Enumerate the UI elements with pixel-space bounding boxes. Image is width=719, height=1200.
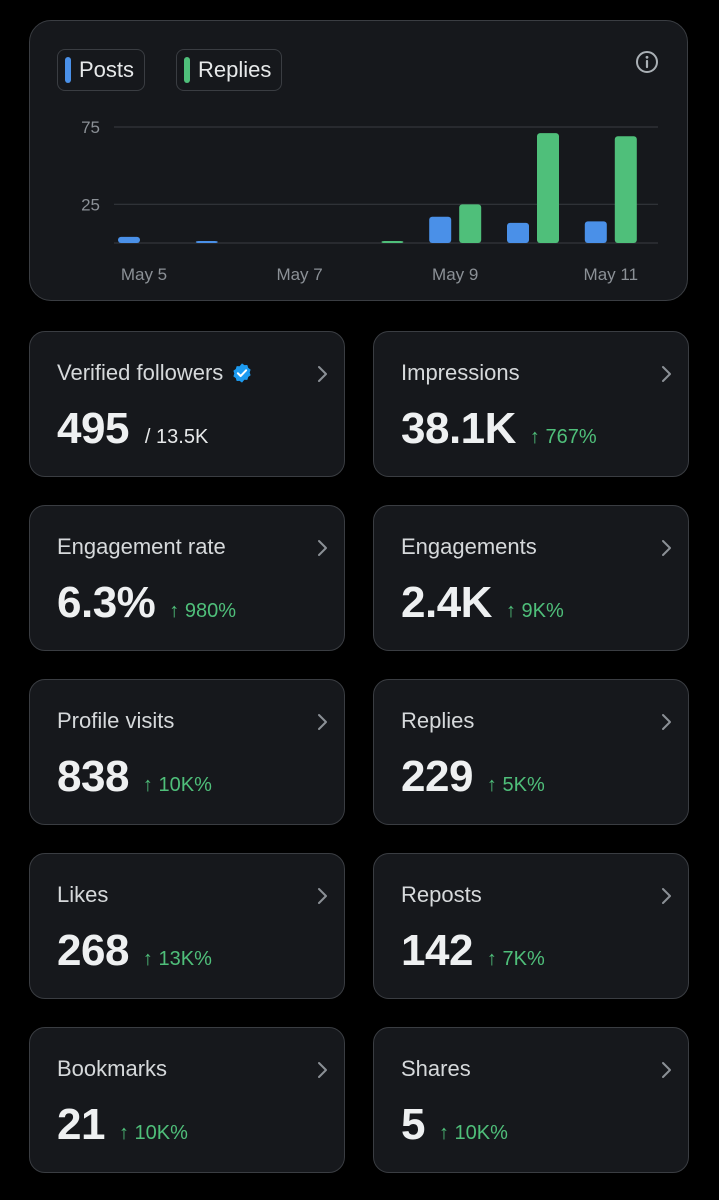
chevron-right-icon (318, 888, 327, 904)
metric-label-text: Profile visits (57, 708, 175, 733)
metric-value: 2.4K (401, 578, 492, 627)
metric-value: 5 (401, 1100, 425, 1149)
metric-label: Likes (57, 882, 108, 908)
legend-posts[interactable]: Posts (57, 49, 146, 91)
legend-replies-label: Replies (198, 57, 272, 82)
metric-card-engagement-rate[interactable]: Engagement rate 6.3% ↑ 980% (29, 505, 345, 651)
metric-value: 142 (401, 926, 473, 975)
metric-card-replies[interactable]: Replies 229 ↑ 5K% (373, 679, 689, 825)
metric-change: ↑ 10K% (142, 774, 212, 796)
metric-value-row: 6.3% ↑ 980% (57, 578, 236, 628)
metric-change: ↑ 13K% (142, 948, 212, 970)
metric-value: 21 (57, 1100, 105, 1149)
bar-posts-may-6 (195, 241, 218, 243)
y-tick-label: 75 (81, 118, 100, 137)
metric-label-text: Verified followers (57, 360, 224, 385)
bar-posts-may-10 (507, 222, 529, 243)
legend-posts-label: Posts (79, 57, 135, 82)
metric-label-text: Replies (401, 708, 475, 733)
metric-total: / 13.5K (144, 426, 209, 448)
chevron-right-icon (318, 714, 327, 730)
metric-label-text: Impressions (401, 360, 520, 385)
info-icon[interactable] (635, 50, 659, 74)
metric-label: Profile visits (57, 708, 174, 734)
metric-card-reposts[interactable]: Reposts 142 ↑ 7K% (373, 853, 689, 999)
chevron-right-icon (662, 540, 671, 556)
metric-value-row: 229 ↑ 5K% (401, 752, 545, 802)
metric-label: Shares (401, 1056, 471, 1082)
metric-card-impressions[interactable]: Impressions 38.1K ↑ 767% (373, 331, 689, 477)
metric-change: ↑ 10K% (118, 1122, 188, 1144)
bar-replies-may-8 (381, 241, 404, 243)
metric-value: 268 (57, 926, 129, 975)
metric-label: Engagements (401, 534, 537, 560)
metric-value-row: 268 ↑ 13K% (57, 926, 212, 976)
chevron-right-icon (662, 888, 671, 904)
verified-badge-icon (233, 363, 251, 383)
metric-change: ↑ 9K% (505, 600, 564, 622)
metric-card-profile-visits[interactable]: Profile visits 838 ↑ 10K% (29, 679, 345, 825)
metric-label: Reposts (401, 882, 482, 908)
bar-chart: 75 25 May 5 May 7 May 9 May 11 (81, 118, 658, 284)
metric-card-bookmarks[interactable]: Bookmarks 21 ↑ 10K% (29, 1027, 345, 1173)
metric-label: Engagement rate (57, 534, 226, 560)
metric-value-row: 21 ↑ 10K% (57, 1100, 188, 1150)
bar-replies-may-9 (459, 204, 482, 243)
metric-label: Verified followers (57, 360, 253, 386)
bar-posts-may-5 (118, 236, 140, 243)
bar-replies-may-10 (537, 133, 559, 243)
x-tick-label: May 5 (121, 265, 167, 284)
metric-label: Impressions (401, 360, 520, 386)
metric-value-row: 495 / 13.5K (57, 404, 208, 454)
metric-card-likes[interactable]: Likes 268 ↑ 13K% (29, 853, 345, 999)
metric-change: ↑ 767% (529, 426, 597, 448)
y-tick-label: 25 (81, 195, 100, 214)
metric-card-verified-followers[interactable]: Verified followers 495 / 13.5K (29, 331, 345, 477)
legend-replies[interactable]: Replies (176, 49, 283, 91)
metric-label: Replies (401, 708, 474, 734)
metric-label: Bookmarks (57, 1056, 167, 1082)
bar-posts-may-11 (584, 221, 607, 243)
metric-value: 838 (57, 752, 129, 801)
metric-value: 229 (401, 752, 473, 801)
metric-value-row: 2.4K ↑ 9K% (401, 578, 564, 628)
x-tick-label: May 7 (276, 265, 322, 284)
metric-card-engagements[interactable]: Engagements 2.4K ↑ 9K% (373, 505, 689, 651)
metric-label-text: Engagements (401, 534, 537, 559)
metric-value-row: 5 ↑ 10K% (401, 1100, 508, 1150)
metric-change: ↑ 10K% (438, 1122, 508, 1144)
metric-value-row: 38.1K ↑ 767% (401, 404, 597, 454)
chart-card: Posts Replies 75 25 May 5 May 7 May 9 May 11 (29, 20, 688, 301)
metric-change: ↑ 980% (169, 600, 237, 622)
metric-change: ↑ 5K% (486, 774, 545, 796)
chevron-right-icon (318, 366, 327, 382)
chevron-right-icon (662, 366, 671, 382)
bar-replies-may-11 (614, 136, 637, 243)
metric-change: ↑ 7K% (486, 948, 545, 970)
posts-swatch (65, 57, 71, 83)
chevron-right-icon (662, 714, 671, 730)
chevron-right-icon (318, 540, 327, 556)
replies-swatch (184, 57, 190, 83)
x-tick-label: May 11 (584, 265, 639, 284)
metric-label-text: Likes (57, 882, 109, 907)
metric-value-row: 142 ↑ 7K% (401, 926, 545, 976)
x-tick-label: May 9 (432, 265, 478, 284)
metric-value: 6.3% (57, 578, 156, 627)
bar-posts-may-9 (429, 216, 452, 243)
metric-value-row: 838 ↑ 10K% (57, 752, 212, 802)
chevron-right-icon (662, 1062, 671, 1078)
metric-label-text: Bookmarks (57, 1056, 168, 1081)
chevron-right-icon (318, 1062, 327, 1078)
metric-value: 495 (57, 404, 129, 453)
metric-label-text: Engagement rate (57, 534, 226, 559)
metric-value: 38.1K (401, 404, 516, 453)
metric-label-text: Shares (401, 1056, 471, 1081)
metric-card-shares[interactable]: Shares 5 ↑ 10K% (373, 1027, 689, 1173)
metric-label-text: Reposts (401, 882, 482, 907)
